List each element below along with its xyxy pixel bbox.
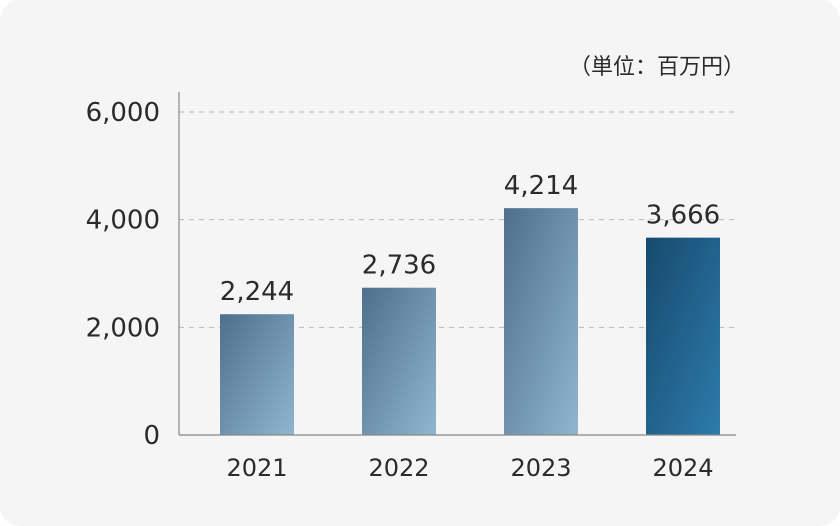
bar-2023 — [504, 208, 578, 435]
unit-label: （単位：百万円） — [569, 55, 745, 80]
y-tick-label-0: 0 — [143, 421, 160, 451]
x-axis-ticks: 2021 2022 2023 2024 — [226, 454, 713, 482]
y-tick-label-2: 4,000 — [86, 206, 160, 236]
bar-2024 — [646, 237, 720, 435]
bar-2021 — [220, 314, 294, 435]
data-label-2021: 2,244 — [220, 277, 294, 307]
x-tick-label-2023: 2023 — [510, 454, 571, 482]
data-label-2023: 4,214 — [504, 171, 578, 201]
bars — [220, 208, 720, 435]
data-label-2024: 3,666 — [646, 201, 720, 231]
axes — [178, 92, 736, 436]
x-tick-label-2022: 2022 — [368, 454, 429, 482]
bar-2022 — [362, 287, 436, 435]
data-labels: 2,244 2,736 4,214 3,666 — [220, 171, 720, 307]
x-tick-label-2024: 2024 — [652, 454, 713, 482]
y-tick-label-3: 6,000 — [86, 98, 160, 128]
x-tick-label-2021: 2021 — [226, 454, 287, 482]
y-axis-ticks: 0 2,000 4,000 6,000 — [86, 98, 160, 451]
data-label-2022: 2,736 — [362, 251, 436, 281]
y-tick-label-1: 2,000 — [86, 313, 160, 343]
